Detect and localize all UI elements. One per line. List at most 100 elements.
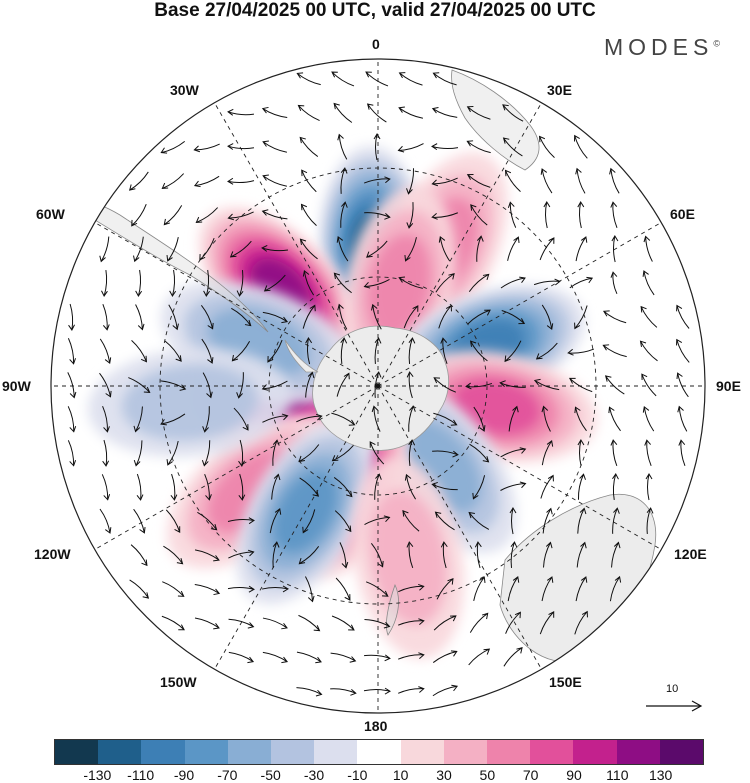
wind-arrow — [431, 143, 459, 151]
wind-arrow — [331, 444, 354, 462]
wind-arrow — [574, 305, 588, 330]
wind-arrow — [262, 311, 289, 324]
wind-arrow — [505, 611, 521, 634]
wind-arrow — [610, 201, 618, 229]
wind-arrow — [472, 475, 486, 500]
wind-arrow — [542, 507, 553, 534]
wind-arrow — [169, 269, 177, 297]
wind-arrow — [133, 236, 144, 263]
wind-arrow — [433, 615, 457, 631]
wind-arrow — [610, 271, 618, 295]
wind-arrow — [333, 477, 353, 498]
wind-arrow — [406, 202, 414, 229]
wind-arrow — [431, 481, 458, 491]
wind-arrow — [195, 207, 219, 224]
meridian-line — [94, 385, 379, 550]
wind-arrow — [374, 337, 382, 364]
wind-arrow — [262, 140, 287, 153]
wind-arrow — [229, 240, 252, 258]
africa — [451, 69, 540, 171]
wind-arrow — [161, 615, 185, 631]
wind-arrow — [397, 618, 425, 626]
wind-arrow — [202, 406, 210, 433]
wind-arrow — [337, 133, 348, 160]
wind-arrow — [406, 541, 414, 569]
wind-arrow — [540, 168, 553, 194]
wind-arrow — [128, 377, 151, 393]
wind-arrow — [102, 439, 110, 467]
wind-arrow — [269, 507, 282, 534]
wind-arrow — [233, 407, 249, 431]
wind-arrow — [609, 575, 622, 602]
wind-arrow — [238, 473, 246, 501]
wind-arrow — [99, 236, 110, 263]
colorbar-swatch — [530, 740, 574, 764]
wind-arrow — [136, 473, 144, 501]
wind-arrow — [541, 576, 554, 602]
wind-arrow — [231, 341, 251, 362]
lon-label-90w: 90W — [2, 378, 31, 394]
wind-arrow — [366, 240, 388, 258]
wind-arrow — [193, 143, 220, 153]
wind-arrow — [364, 654, 391, 662]
wind-arrow — [340, 201, 348, 228]
colorbar-tick-label: -130 — [83, 767, 112, 783]
wind-arrow — [261, 380, 288, 391]
colorbar-swatch — [55, 740, 99, 764]
wind-arrow — [469, 612, 489, 633]
wind-arrow — [535, 342, 558, 360]
wind-arrow — [261, 209, 288, 220]
wind-arrow — [507, 236, 520, 261]
wind-arrow — [227, 517, 255, 525]
wind-arrow — [302, 304, 316, 329]
wind-arrow — [200, 304, 214, 330]
wind-arrow — [374, 473, 382, 500]
wind-arrow — [298, 614, 321, 632]
wind-arrow — [569, 276, 594, 289]
wind-arrow — [542, 541, 553, 568]
wind-arrow — [133, 406, 143, 433]
wind-arrow — [129, 171, 149, 191]
lon-label-90e: 90E — [716, 378, 741, 394]
wind-arrow — [261, 585, 289, 593]
wind-arrow — [644, 439, 652, 467]
wind-arrow — [466, 106, 491, 120]
lon-label-30w: 30W — [170, 82, 199, 98]
wind-arrow — [473, 406, 486, 432]
wind-arrow — [466, 140, 491, 154]
wind-arrow — [404, 473, 417, 500]
wind-arrow — [203, 269, 210, 297]
wind-arrow — [432, 650, 458, 663]
wind-arrow — [335, 577, 351, 601]
wind-arrow — [397, 652, 425, 660]
wind-arrow — [129, 579, 150, 599]
wind-arrow — [263, 274, 286, 292]
wind-arrow — [301, 169, 317, 193]
wind-arrow — [194, 549, 220, 562]
wind-arrow — [228, 651, 255, 664]
wind-arrow — [510, 541, 518, 568]
wind-arrow — [500, 447, 527, 458]
wind-arrow — [431, 212, 459, 220]
wind-arrow — [611, 541, 621, 568]
colorbar-tick-label: 90 — [566, 767, 582, 783]
lon-label-60e: 60E — [670, 206, 695, 222]
wind-arrow — [677, 405, 688, 432]
wind-arrow — [340, 337, 348, 365]
colorbar-tick-label: -70 — [217, 767, 238, 783]
wind-arrow — [231, 307, 252, 327]
wind-arrow — [194, 617, 220, 630]
wind-arrow — [228, 549, 255, 559]
wind-arrow — [568, 377, 593, 393]
wind-vectors — [67, 71, 690, 697]
reference-vector — [646, 700, 703, 712]
wind-arrow — [300, 203, 317, 226]
colorbar-tick-label: 50 — [479, 767, 496, 783]
wind-arrow — [331, 71, 355, 87]
wind-arrow — [476, 235, 484, 262]
brand-logo: MODES© — [604, 34, 720, 61]
wind-arrow — [340, 167, 348, 194]
wind-arrow — [432, 450, 459, 458]
wind-arrow — [163, 545, 184, 565]
lon-label-60w: 60W — [36, 206, 65, 222]
